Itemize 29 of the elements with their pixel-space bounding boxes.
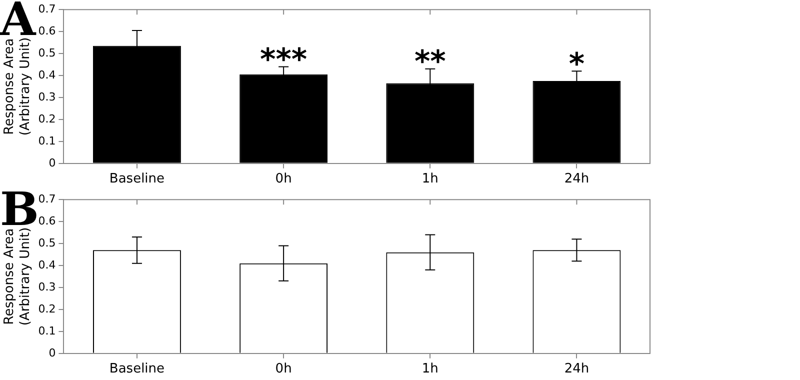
- y-tick-label: 0.2: [38, 302, 56, 316]
- x-tick-label: 1h: [422, 362, 438, 377]
- y-tick-label: 0.6: [38, 214, 56, 228]
- x-tick-label: 0h: [275, 362, 292, 377]
- x-tick-label: 24h: [564, 362, 590, 377]
- y-tick-label: 0.5: [38, 236, 56, 250]
- x-tick-label: Baseline: [109, 362, 165, 377]
- y-tick-label: 0.3: [38, 90, 56, 104]
- x-tick-label: 24h: [564, 172, 590, 187]
- y-tick-label: 0.5: [38, 46, 56, 60]
- y-tick-label: 0.1: [38, 324, 56, 338]
- y-tick-label: 0.7: [38, 192, 56, 206]
- y-tick-label: 0: [48, 156, 56, 170]
- y-axis-title: Response Area (Arbitrary Unit): [2, 227, 33, 326]
- y-axis-title: Response Area (Arbitrary Unit): [2, 37, 33, 136]
- annotation: **: [414, 44, 446, 80]
- annotation: ***: [260, 42, 308, 78]
- y-tick-label: 0.4: [38, 258, 56, 272]
- y-tick-label: 0.4: [38, 68, 56, 82]
- y-tick-label: 0.2: [38, 112, 56, 126]
- y-tick-label: 0: [48, 346, 56, 360]
- y-tick-label: 0.1: [38, 134, 56, 148]
- y-tick-label: 0.6: [38, 24, 56, 38]
- annotation: *: [568, 46, 585, 82]
- y-tick-label: 0.7: [38, 2, 56, 16]
- y-tick-label: 0.3: [38, 280, 56, 294]
- x-tick-label: Baseline: [109, 172, 165, 187]
- x-tick-label: 1h: [422, 172, 438, 187]
- x-tick-label: 0h: [275, 172, 292, 187]
